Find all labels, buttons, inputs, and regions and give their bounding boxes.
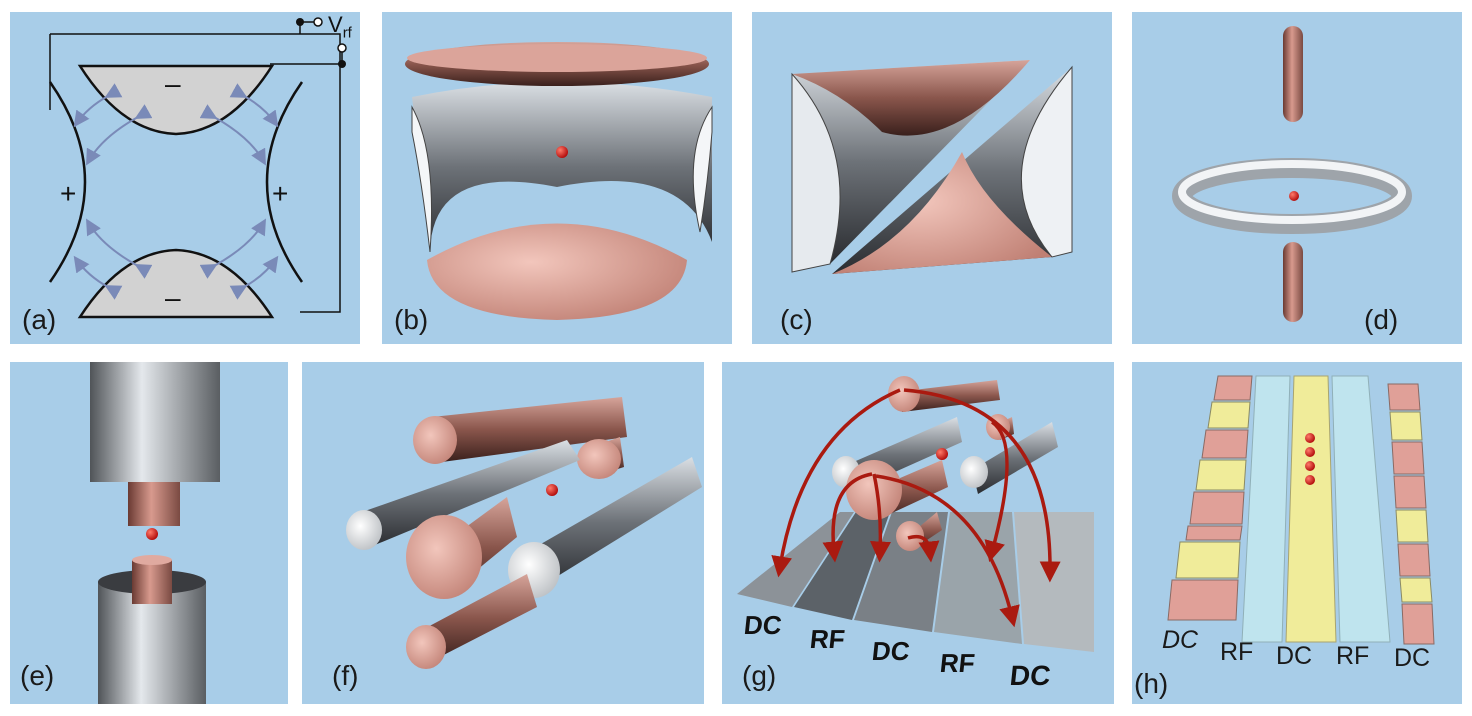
- ion-chain: [1305, 433, 1315, 485]
- trapped-ion: [1289, 191, 1299, 201]
- panel-b: (b): [382, 12, 732, 344]
- dc-pads-left: [1167, 375, 1253, 621]
- terminal-vrf: [313, 17, 323, 27]
- minus-sign-top: –: [165, 68, 181, 99]
- panel-h: DC RF DC RF DC (h): [1132, 362, 1462, 704]
- panel-e-label: (e): [20, 660, 55, 691]
- hyperbolic-cube-trap: [791, 60, 1073, 274]
- h-label-dc-1: DC: [1162, 626, 1199, 654]
- needle-bottom: [1283, 242, 1303, 322]
- rod-copper-top: [897, 380, 1000, 412]
- h-label-dc-3: DC: [1394, 644, 1431, 672]
- g-label-dc-2: DC: [870, 636, 912, 666]
- rod-copper-top: [413, 397, 627, 464]
- g-label-rf-1: RF: [808, 624, 847, 654]
- panel-a: – – + + Vrf (a): [10, 12, 360, 344]
- trapped-ion: [556, 146, 568, 158]
- h-label-rf-1: RF: [1220, 638, 1254, 666]
- rod-steel-left: [346, 440, 580, 550]
- paul-trap-3d: [405, 42, 713, 320]
- rod-copper-bottom: [406, 574, 537, 669]
- surface-trap-layout: [1167, 375, 1435, 645]
- h-label-dc-2: DC: [1276, 642, 1313, 670]
- ring-electrode: [412, 82, 712, 252]
- inner-tip-top: [128, 482, 180, 526]
- rod-steel-right: [972, 422, 1058, 494]
- linear-trap-rods: [346, 397, 702, 669]
- surface-trap-field: [737, 376, 1094, 652]
- panel-e: (e): [10, 362, 288, 704]
- vrf-label: Vrf: [328, 12, 352, 42]
- quadrupole-cross-section: [48, 17, 347, 319]
- trapped-ion: [146, 528, 158, 540]
- electrode-left: [48, 81, 87, 283]
- ring-trap: [1172, 26, 1412, 322]
- coaxial-trap: [90, 362, 220, 704]
- needle-top: [1283, 26, 1303, 122]
- rf-strip-left: [1241, 375, 1291, 643]
- strip-dc-right: [1014, 512, 1094, 652]
- panel-f-label: (f): [332, 660, 359, 691]
- plus-sign-left: +: [60, 178, 77, 209]
- g-label-rf-2: RF: [938, 648, 977, 678]
- strip-rf-left: [794, 512, 890, 620]
- electrode-right: [265, 81, 304, 283]
- rod-copper-back: [577, 437, 624, 479]
- inner-tip-bottom: [132, 560, 172, 604]
- panel-g-label: (g): [742, 660, 777, 691]
- dc-center-strip: [1285, 375, 1337, 643]
- minus-sign-bottom: –: [165, 282, 181, 313]
- panel-c-label: (c): [780, 304, 813, 335]
- panel-h-label: (h): [1134, 668, 1169, 699]
- trapped-ion: [546, 484, 558, 496]
- g-label-dc-1: DC: [742, 610, 784, 640]
- g-label-dc-3: DC: [1008, 660, 1053, 691]
- h-label-rf-2: RF: [1336, 642, 1370, 670]
- field-lines: [73, 83, 279, 300]
- rod-copper-front: [406, 497, 517, 599]
- strip-dc-left: [737, 512, 854, 607]
- panel-g: DC RF DC RF DC (g): [722, 362, 1114, 704]
- panel-b-label: (b): [394, 304, 429, 335]
- panel-a-label: (a): [22, 304, 57, 335]
- terminal-ground: [337, 43, 347, 53]
- field-arrows: [771, 388, 1061, 628]
- panel-f: (f): [302, 362, 704, 704]
- wire-right: [300, 33, 341, 313]
- strip-rf-right: [934, 512, 1022, 644]
- plus-sign-right: +: [272, 178, 289, 209]
- panel-d-label: (d): [1364, 304, 1399, 335]
- trapped-ion: [936, 448, 948, 460]
- endcap-bottom: [427, 223, 687, 320]
- dc-pads-right: [1387, 383, 1435, 645]
- panel-d: (d): [1132, 12, 1462, 344]
- panel-c: (c): [752, 12, 1112, 344]
- outer-cylinder-top: [90, 362, 220, 482]
- rf-strip-right: [1331, 375, 1391, 643]
